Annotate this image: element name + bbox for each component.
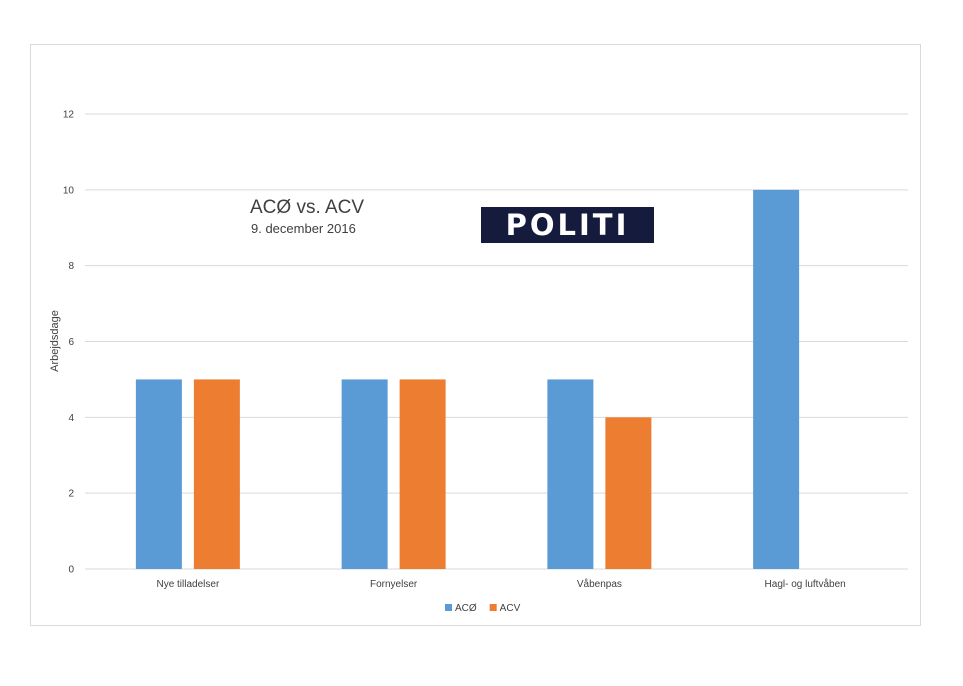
legend-swatch-1 [489, 604, 497, 611]
legend-label-1: ACV [500, 603, 521, 614]
chart-title: ACØ vs. ACV [250, 197, 365, 218]
y-tick-label-0: 0 [68, 565, 74, 576]
y-tick-label-4: 4 [68, 413, 74, 424]
y-axis-title: Arbejdsdage [49, 310, 61, 372]
bars [135, 189, 800, 570]
bar-ACØ-2 [547, 379, 594, 569]
bar-ACØ-1 [341, 379, 388, 569]
chart-subtitle: 9. december 2016 [251, 221, 356, 236]
legend: ACØ ACV [445, 603, 521, 614]
bar-ACV-1 [399, 379, 446, 569]
bar-ACØ-0 [135, 379, 182, 569]
x-tick-label-0: Nye tilladelser [156, 579, 219, 590]
politi-logo-text: POLITI [505, 207, 630, 242]
bar-ACØ-3 [753, 189, 800, 570]
y-tick-label-12: 12 [63, 110, 75, 121]
y-axis-ticks: 0 2 4 6 8 10 12 [63, 110, 75, 576]
bar-ACV-0 [193, 379, 240, 569]
x-tick-label-2: Våbenpas [577, 578, 622, 590]
x-tick-label-1: Fornyelser [370, 579, 418, 590]
legend-label-0: ACØ [455, 603, 477, 614]
legend-swatch-0 [445, 604, 452, 611]
y-tick-label-10: 10 [63, 185, 75, 196]
bar-ACV-2 [605, 417, 652, 569]
politi-logo: POLITI [481, 207, 654, 243]
x-tick-label-3: Hagl- og luftvåben [765, 578, 846, 590]
x-axis-ticks: Nye tilladelser Fornyelser Våbenpas Hagl- o… [156, 578, 845, 590]
y-tick-label-2: 2 [68, 489, 74, 500]
y-tick-label-6: 6 [68, 337, 74, 348]
y-tick-label-8: 8 [68, 261, 74, 272]
